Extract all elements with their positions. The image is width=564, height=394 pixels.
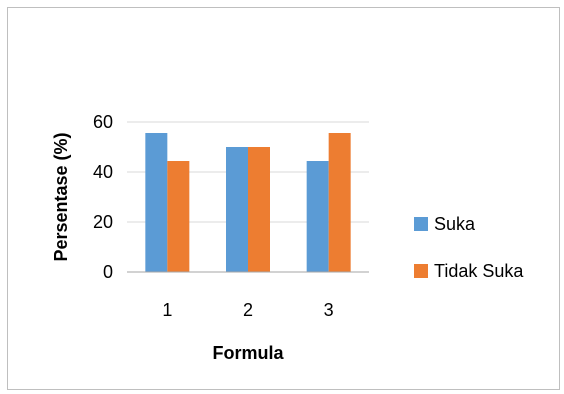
legend-label: Tidak Suka: [434, 261, 524, 281]
legend-swatch: [414, 264, 428, 278]
y-tick-label: 40: [93, 162, 113, 182]
x-tick-label: 3: [324, 300, 334, 320]
bar-suka-3: [306, 161, 329, 272]
y-tick-label: 20: [93, 212, 113, 232]
bar-suka-2: [226, 147, 248, 272]
chart-frame: [7, 7, 560, 390]
x-tick-label: 1: [162, 300, 172, 320]
x-tick-label: 2: [243, 300, 253, 320]
legend-label: Suka: [434, 214, 476, 234]
bar-tidak-suka-2: [248, 147, 270, 272]
x-tick-labels: 1 2 3: [162, 300, 333, 320]
bar-suka-1: [145, 133, 168, 272]
bar-tidak-suka-3: [328, 133, 351, 272]
y-tick-label: 60: [93, 112, 113, 132]
y-tick-labels: 0 20 40 60: [93, 112, 113, 282]
legend: Suka Tidak Suka: [414, 214, 524, 281]
bars: [145, 133, 351, 272]
legend-swatch: [414, 217, 428, 231]
bar-tidak-suka-1: [167, 161, 190, 272]
y-axis-title: Persentase (%): [51, 132, 71, 261]
x-axis-title: Formula: [212, 343, 284, 363]
y-tick-label: 0: [103, 262, 113, 282]
